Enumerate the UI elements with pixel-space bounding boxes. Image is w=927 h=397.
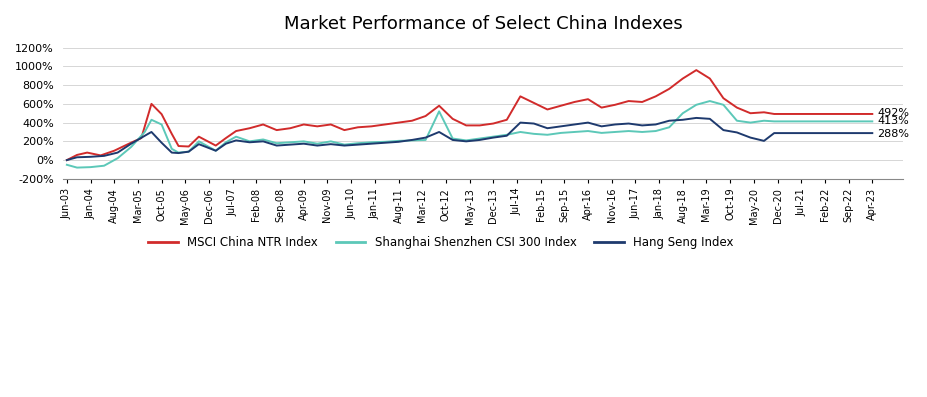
Text: 492%: 492% — [876, 108, 908, 118]
Title: Market Performance of Select China Indexes: Market Performance of Select China Index… — [284, 15, 681, 33]
Legend: MSCI China NTR Index, Shanghai Shenzhen CSI 300 Index, Hang Seng Index: MSCI China NTR Index, Shanghai Shenzhen … — [144, 231, 738, 253]
Text: 413%: 413% — [876, 116, 908, 126]
Text: 288%: 288% — [876, 129, 908, 139]
